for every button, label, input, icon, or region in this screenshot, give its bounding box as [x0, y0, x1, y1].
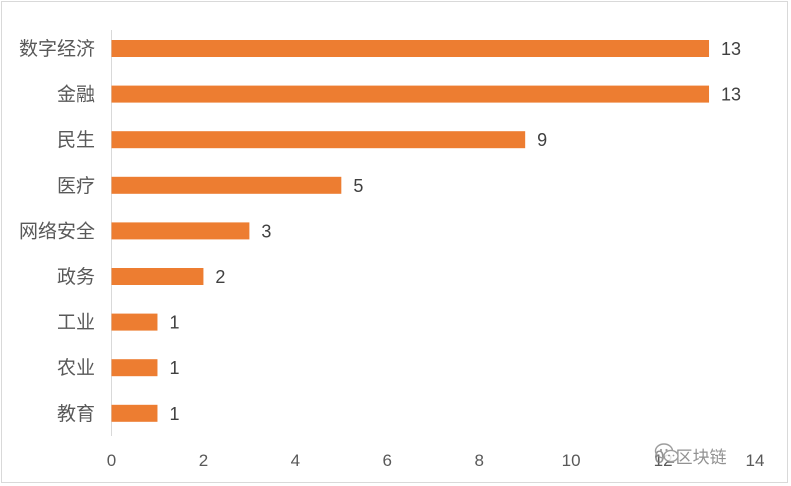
- bar: [111, 268, 204, 285]
- data-label: 1: [169, 404, 179, 424]
- bar: [111, 85, 710, 103]
- category-label: 工业: [57, 312, 95, 334]
- category-label: 教育: [57, 403, 95, 425]
- watermark: 01区块链: [654, 442, 727, 468]
- data-label: 13: [721, 39, 741, 59]
- data-label: 1: [169, 313, 179, 333]
- category-label: 民生: [57, 129, 95, 151]
- bar: [111, 313, 158, 331]
- x-tick-label: 6: [383, 451, 392, 470]
- data-label: 13: [721, 85, 741, 105]
- x-tick-label: 14: [746, 451, 765, 470]
- x-tick-label: 0: [107, 451, 116, 470]
- category-label: 农业: [57, 357, 95, 379]
- data-label: 5: [353, 176, 363, 196]
- data-label: 9: [537, 130, 547, 150]
- bar: [111, 404, 158, 422]
- data-label: 3: [261, 221, 271, 241]
- category-label: 政务: [57, 266, 95, 288]
- category-label: 医疗: [57, 175, 95, 197]
- bar: [111, 40, 710, 57]
- x-tick-label: 4: [291, 451, 300, 470]
- x-tick-label: 8: [474, 451, 483, 470]
- category-label: 网络安全: [19, 220, 95, 242]
- category-label: 金融: [57, 84, 95, 106]
- bar: [111, 176, 342, 194]
- bar: [111, 131, 526, 149]
- x-tick-label: 10: [562, 451, 581, 470]
- bar: [111, 222, 250, 240]
- wechat-icon: [654, 443, 679, 463]
- data-label: 1: [169, 358, 179, 378]
- category-label: 数字经济: [19, 38, 95, 60]
- x-tick-label: 2: [199, 451, 208, 470]
- data-label: 2: [215, 267, 225, 287]
- bar: [111, 359, 158, 377]
